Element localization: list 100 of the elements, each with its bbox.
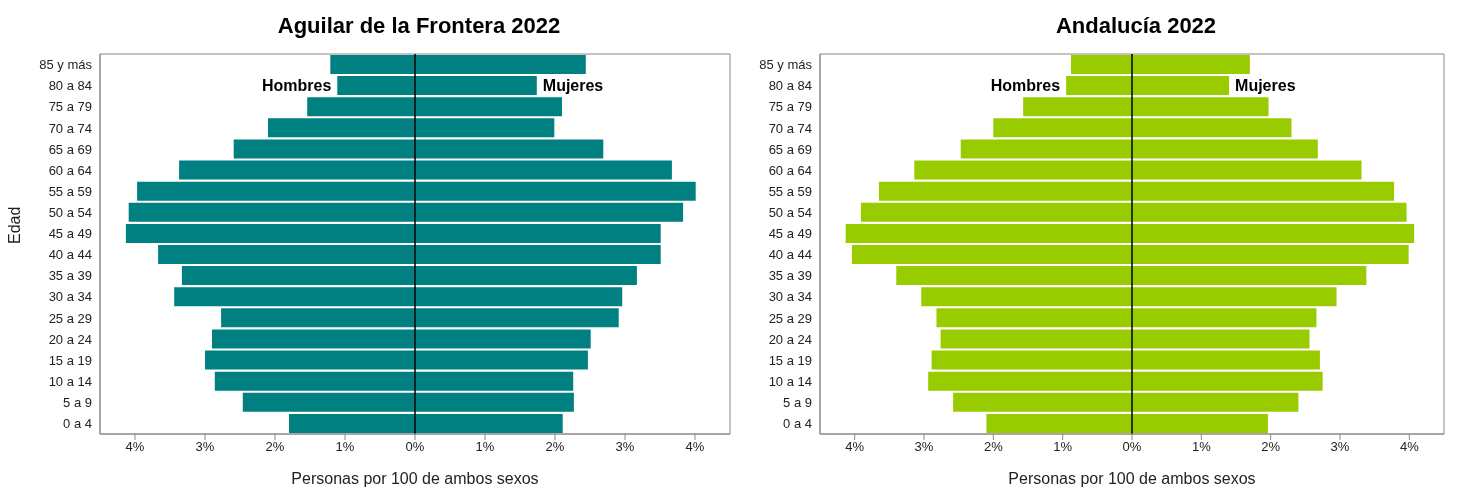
bar	[415, 308, 619, 328]
bar	[137, 181, 415, 201]
bar	[205, 350, 415, 370]
chart-title: Aguilar de la Frontera 2022	[276, 12, 562, 40]
y-tick-label: 5 a 9	[783, 394, 812, 410]
bar	[896, 266, 1132, 286]
y-tick-label: 60 a 64	[768, 162, 812, 178]
y-tick-label: 40 a 44	[48, 247, 92, 263]
bar	[845, 223, 1132, 243]
bar	[1132, 287, 1337, 307]
y-tick-label: 55 a 59	[48, 183, 92, 199]
y-tick-label: 40 a 44	[768, 247, 812, 263]
bar	[415, 350, 588, 370]
bar	[914, 160, 1132, 180]
bar	[415, 181, 696, 201]
x-tick-label: 1%	[1053, 439, 1073, 455]
bar	[174, 287, 415, 307]
y-tick-label: 20 a 24	[48, 331, 92, 347]
bar	[179, 160, 415, 180]
y-tick-label: 80 a 84	[768, 78, 812, 94]
bar	[1132, 55, 1250, 74]
bar	[415, 97, 562, 117]
x-tick-label: 1%	[335, 439, 355, 455]
x-tick-label: 2%	[1261, 439, 1281, 455]
x-tick-label: 4%	[125, 439, 145, 455]
x-tick-label: 2%	[545, 439, 565, 455]
y-tick-label: 35 a 39	[768, 268, 812, 284]
series-label: Hombres	[990, 76, 1061, 95]
bar	[233, 139, 415, 159]
bar	[1132, 139, 1318, 159]
y-tick-label: 70 a 74	[768, 120, 812, 136]
x-tick-label: 0%	[1122, 439, 1142, 455]
y-tick-label: 15 a 19	[48, 352, 92, 368]
y-tick-label: 85 y más	[39, 57, 93, 73]
bar	[1070, 55, 1132, 74]
y-tick-label: 55 a 59	[768, 183, 812, 199]
y-tick-label: 15 a 19	[768, 352, 812, 368]
y-tick-label: 45 a 49	[48, 226, 92, 242]
x-tick-label: 4%	[685, 439, 705, 455]
x-tick-label: 1%	[1191, 439, 1212, 455]
bar	[221, 308, 415, 328]
y-tick-label: 30 a 34	[48, 289, 92, 305]
bar	[1132, 76, 1230, 96]
x-tick-label: 2%	[265, 439, 285, 455]
y-tick-label: 45 a 49	[768, 226, 812, 242]
bar	[1132, 266, 1367, 286]
bar	[851, 245, 1132, 264]
y-tick-label: 70 a 74	[48, 120, 92, 136]
series-label: Hombres	[261, 76, 332, 95]
bar	[268, 118, 415, 138]
bar	[1132, 350, 1320, 370]
bar	[940, 329, 1132, 349]
bar	[1132, 202, 1407, 222]
y-tick-label: 85 y más	[759, 57, 813, 73]
bar	[1132, 371, 1323, 391]
bar	[415, 287, 623, 307]
x-tick-label: 4%	[1399, 439, 1420, 455]
bar	[1132, 181, 1395, 201]
bar	[1066, 76, 1132, 96]
y-tick-label: 50 a 54	[48, 204, 92, 220]
y-tick-label: 75 a 79	[48, 99, 92, 115]
bar	[1132, 308, 1317, 328]
y-tick-label: 10 a 14	[48, 373, 92, 389]
y-axis-title: Edad	[5, 206, 23, 244]
bar	[307, 97, 415, 117]
bar	[212, 329, 415, 349]
x-tick-label: 4%	[845, 439, 865, 455]
x-axis-title: Personas por 100 de ambos sexos	[1008, 470, 1256, 487]
bar	[1132, 329, 1310, 349]
bar	[415, 329, 591, 349]
bar	[415, 202, 684, 222]
bar	[415, 245, 661, 264]
bar	[860, 202, 1132, 222]
y-tick-label: 65 a 69	[48, 141, 92, 157]
bar	[415, 266, 637, 286]
bar	[1132, 413, 1268, 433]
bar	[415, 392, 574, 412]
y-tick-label: 5 a 9	[63, 394, 92, 410]
bar	[1132, 160, 1362, 180]
bar	[1132, 392, 1299, 412]
y-tick-label: 60 a 64	[48, 162, 92, 178]
bar	[128, 202, 415, 222]
y-tick-label: 75 a 79	[768, 99, 812, 115]
y-tick-label: 65 a 69	[768, 141, 812, 157]
bar	[415, 55, 586, 74]
bar	[415, 118, 555, 138]
y-tick-label: 0 a 4	[783, 416, 812, 432]
bar	[415, 413, 563, 433]
x-tick-label: 3%	[615, 439, 635, 455]
y-tick-label: 50 a 54	[768, 204, 812, 220]
bar	[928, 371, 1132, 391]
x-tick-label: 3%	[914, 439, 934, 455]
bar	[415, 160, 672, 180]
y-tick-label: 10 a 14	[768, 373, 812, 389]
y-tick-label: 0 a 4	[63, 416, 92, 432]
x-tick-label: 1%	[475, 439, 495, 455]
bar	[415, 76, 537, 96]
bar	[415, 139, 604, 159]
x-axis-title: Personas por 100 de ambos sexos	[291, 470, 539, 487]
bar	[878, 181, 1132, 201]
